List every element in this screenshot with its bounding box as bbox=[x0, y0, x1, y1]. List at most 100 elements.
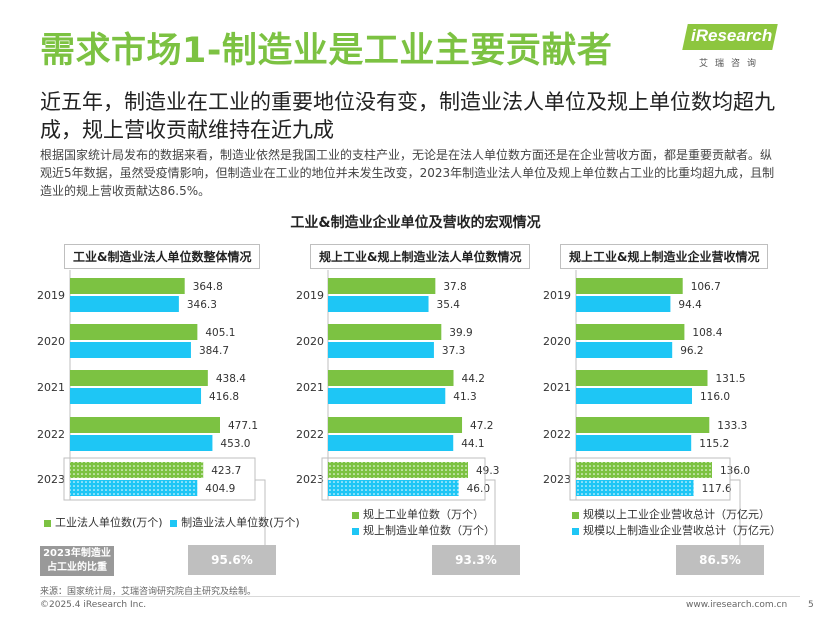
data-label: 136.0 bbox=[720, 465, 750, 477]
data-label: 49.3 bbox=[476, 465, 499, 477]
bar bbox=[576, 370, 708, 386]
legend-label: 规上工业单位数（万个） bbox=[363, 508, 484, 521]
bar bbox=[328, 296, 429, 312]
panel-title-1: 工业&制造业法人单位数整体情况 bbox=[64, 244, 261, 269]
legend-swatch-blue bbox=[572, 527, 579, 535]
data-label: 453.0 bbox=[220, 438, 250, 450]
category-label: 2020 bbox=[37, 335, 65, 348]
category-label: 2019 bbox=[37, 289, 65, 302]
bar bbox=[328, 462, 468, 478]
legend-2-b: 规上制造业单位数（万个） bbox=[352, 522, 495, 538]
chart-title: 工业&制造业企业单位及营收的宏观情况 bbox=[290, 215, 541, 231]
category-label: 2022 bbox=[37, 428, 65, 441]
data-label: 404.9 bbox=[205, 483, 235, 495]
data-label: 37.8 bbox=[443, 281, 466, 293]
logo-subtitle: 艾瑞咨询 bbox=[699, 59, 764, 69]
iresearch-logo: iResearch 艾瑞咨询 bbox=[682, 18, 805, 70]
legend-swatch-green bbox=[572, 511, 579, 519]
legend-label: 规模以上工业企业营收总计（万亿元） bbox=[583, 508, 770, 521]
legend-swatch-blue bbox=[170, 519, 178, 527]
bar bbox=[576, 417, 710, 433]
legend-swatch-green bbox=[352, 511, 359, 519]
highlight-box bbox=[63, 457, 256, 501]
data-label: 438.4 bbox=[216, 373, 246, 385]
bar bbox=[576, 296, 671, 312]
category-label: 2021 bbox=[296, 381, 324, 394]
share-box-2: 93.3% bbox=[432, 545, 520, 575]
category-label: 2023 bbox=[296, 473, 324, 486]
source-note: 来源：国家统计局，艾瑞咨询研究院自主研究及绘制。 bbox=[40, 587, 257, 597]
data-label: 39.9 bbox=[449, 327, 472, 339]
data-label: 41.3 bbox=[453, 391, 476, 403]
data-label: 477.1 bbox=[228, 420, 258, 432]
bar bbox=[70, 296, 179, 312]
bar bbox=[70, 417, 220, 433]
legend-label: 规上制造业单位数（万个） bbox=[363, 524, 495, 537]
category-label: 2019 bbox=[543, 289, 571, 302]
share-box-1: 95.6% bbox=[188, 545, 276, 575]
page-number: 5 bbox=[808, 600, 814, 610]
website-link[interactable]: www.iresearch.com.cn bbox=[686, 600, 788, 610]
bar bbox=[70, 342, 191, 358]
panel-title-3: 规上工业&规上制造业企业营收情况 bbox=[560, 244, 769, 269]
legend-3-b: 规模以上制造业企业营收总计（万亿元） bbox=[572, 522, 781, 538]
highlight-box bbox=[321, 457, 486, 501]
share-note-label: 2023年制造业占工业的比重 bbox=[40, 546, 114, 576]
legend-1: 工业法人单位数(万个) 制造业法人单位数(万个) bbox=[44, 514, 300, 530]
bar bbox=[328, 435, 454, 451]
highlight-box bbox=[569, 457, 731, 501]
legend-label: 工业法人单位数(万个) bbox=[55, 516, 163, 529]
data-label: 131.5 bbox=[716, 373, 746, 385]
data-label: 115.2 bbox=[699, 438, 729, 450]
bar bbox=[576, 435, 692, 451]
legend-swatch-green bbox=[44, 519, 51, 527]
data-label: 133.3 bbox=[717, 420, 747, 432]
data-label: 37.3 bbox=[442, 345, 465, 357]
bar bbox=[576, 278, 683, 294]
data-label: 44.2 bbox=[462, 373, 485, 385]
bar bbox=[70, 388, 202, 404]
category-label: 2021 bbox=[37, 381, 65, 394]
data-label: 364.8 bbox=[193, 281, 223, 293]
page-title: 需求市场1-制造业是工业主要贡献者 bbox=[40, 31, 613, 71]
category-label: 2020 bbox=[543, 335, 571, 348]
data-label: 44.1 bbox=[461, 438, 484, 450]
category-label: 2019 bbox=[296, 289, 324, 302]
data-label: 94.4 bbox=[678, 299, 702, 311]
bar bbox=[576, 388, 692, 404]
bar bbox=[328, 417, 463, 433]
bar bbox=[328, 370, 454, 386]
legend-label: 制造业法人单位数(万个) bbox=[181, 516, 300, 529]
bar bbox=[328, 388, 446, 404]
body-text: 根据国家统计局发布的数据来看，制造业依然是我国工业的支柱产业，无论是在法人单位数… bbox=[40, 148, 775, 198]
category-label: 2020 bbox=[296, 335, 324, 348]
bar bbox=[70, 462, 204, 478]
category-label: 2023 bbox=[37, 473, 65, 486]
data-label: 108.4 bbox=[692, 327, 722, 339]
data-label: 96.2 bbox=[680, 345, 703, 357]
data-label: 423.7 bbox=[211, 465, 241, 477]
legend-2-a: 规上工业单位数（万个） bbox=[352, 506, 484, 522]
category-label: 2023 bbox=[543, 473, 571, 486]
category-label: 2021 bbox=[543, 381, 571, 394]
bar bbox=[328, 480, 459, 496]
headline: 近五年，制造业在工业的重要地位没有变，制造业法人单位及规上单位数均超九成，规上营… bbox=[40, 90, 775, 142]
category-label: 2022 bbox=[296, 428, 324, 441]
data-label: 116.0 bbox=[700, 391, 730, 403]
legend-3-a: 规模以上工业企业营收总计（万亿元） bbox=[572, 506, 770, 522]
legend-label: 规模以上制造业企业营收总计（万亿元） bbox=[583, 524, 781, 537]
footer-divider bbox=[40, 596, 800, 597]
copyright: ©2025.4 iResearch Inc. bbox=[40, 600, 147, 610]
bar bbox=[70, 435, 213, 451]
bar bbox=[328, 278, 436, 294]
panel-title-2: 规上工业&规上制造业法人单位数情况 bbox=[310, 244, 531, 269]
bar bbox=[70, 324, 198, 340]
bar bbox=[328, 324, 442, 340]
bar bbox=[70, 370, 208, 386]
bar bbox=[576, 462, 712, 478]
data-label: 46.0 bbox=[467, 483, 490, 495]
bar bbox=[328, 342, 434, 358]
bar bbox=[70, 480, 198, 496]
data-label: 384.7 bbox=[199, 345, 229, 357]
